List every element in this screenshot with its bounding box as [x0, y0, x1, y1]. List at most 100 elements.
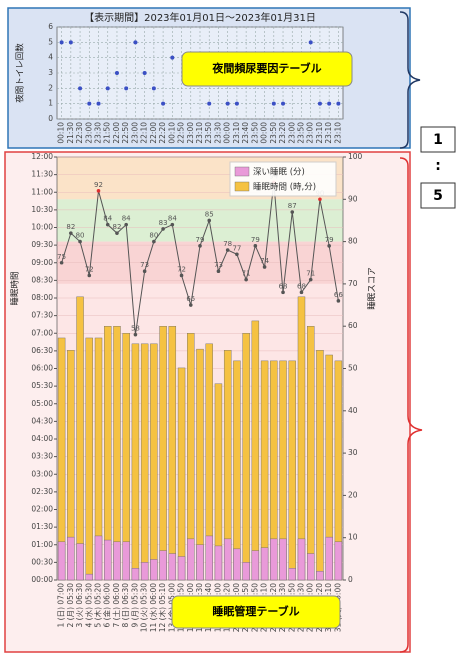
- bar: [177, 367, 186, 581]
- x-tick-label: 23:50: [204, 122, 213, 144]
- x-tick-label: 23:40: [241, 122, 250, 144]
- score-point: [327, 244, 331, 248]
- bar: [85, 573, 93, 581]
- score-point: [115, 231, 119, 235]
- bar: [307, 553, 315, 581]
- point: [271, 101, 276, 106]
- bar: [223, 538, 232, 581]
- score-label: 79: [251, 236, 260, 244]
- point: [336, 101, 341, 106]
- y-tick-label: 2: [48, 83, 53, 92]
- y-axis-label: 睡眠時間: [11, 271, 21, 305]
- y-tick-label: 08:00: [31, 293, 53, 302]
- x-tick-label: 23:30: [213, 122, 222, 144]
- score-label: 84: [168, 215, 177, 223]
- y-tick-label: 00:30: [31, 557, 53, 566]
- legend-label: 深い睡眠 (分): [253, 168, 305, 178]
- legend-swatch: [234, 181, 250, 192]
- score-point: [161, 227, 165, 231]
- x-tick-label: 00:00: [260, 122, 269, 144]
- score-label: 83: [159, 219, 168, 227]
- x-tick-label: 23:20: [278, 122, 287, 144]
- y-tick-label: 06:00: [31, 364, 53, 373]
- score-label: 80: [76, 232, 85, 240]
- x-tick-label: 23:50: [269, 122, 278, 144]
- x-tick-label: 23:00: [186, 122, 195, 144]
- y-tick-label: 01:00: [31, 540, 53, 549]
- side-label: 1: [433, 132, 443, 148]
- bar: [131, 343, 140, 581]
- bar: [270, 538, 278, 581]
- score-label: 72: [85, 265, 94, 273]
- bar: [76, 296, 84, 581]
- bar: [104, 539, 112, 581]
- score-label: 80: [149, 232, 158, 240]
- y-tick-label: 01:30: [31, 522, 53, 531]
- annotation-box: [181, 51, 353, 87]
- x-tick-label: 23:30: [94, 122, 103, 144]
- point: [207, 101, 212, 106]
- point: [78, 86, 83, 91]
- y2-tick-label: 80: [348, 237, 358, 246]
- y-tick-label: 04:30: [31, 416, 53, 425]
- score-label: 74: [260, 257, 269, 265]
- score-label: 82: [113, 223, 122, 231]
- score-point: [78, 239, 82, 244]
- y-tick-label: 09:00: [31, 258, 53, 267]
- score-point: [253, 244, 258, 248]
- score-label: 68: [279, 282, 288, 290]
- y2-tick-label: 20: [348, 490, 358, 499]
- score-point: [216, 269, 221, 274]
- x-tick-label: 21:30: [66, 122, 75, 144]
- score-point: [299, 290, 304, 295]
- y2-tick-label: 0: [348, 575, 353, 584]
- bottom-chart: 睡眠時間 睡眠スコア 00:00 00:30 01:00 01:30 02:00 02:30 0…: [11, 152, 378, 632]
- top-chart: 【表示期間】2023年01月01日～2023年01月31日夜間トイレ回数0123…: [15, 11, 353, 144]
- score-point: [308, 277, 313, 282]
- bar: [131, 568, 140, 581]
- annotation-box: [171, 595, 341, 629]
- y-tick-label: 03:30: [31, 452, 53, 461]
- score-point: [290, 210, 295, 214]
- score-label: 79: [196, 236, 205, 244]
- score-point: [225, 248, 230, 252]
- x-tick-label: 23:10: [195, 122, 204, 144]
- score-label: 85: [205, 210, 214, 218]
- score-label: 72: [177, 265, 186, 273]
- bar: [233, 548, 241, 581]
- x-tick-label: 12 (木) 05:10: [157, 583, 167, 633]
- y-tick-label: 1: [48, 99, 53, 108]
- y-tick-label: 10:00: [31, 223, 53, 232]
- point: [114, 71, 119, 75]
- score-point: [235, 252, 239, 257]
- y-tick-label: 11:00: [31, 187, 53, 196]
- point: [142, 71, 147, 75]
- bar: [307, 326, 315, 581]
- y-tick-label: 07:30: [31, 311, 53, 320]
- y-tick-label: 11:30: [31, 170, 53, 179]
- point: [170, 55, 175, 60]
- bar: [260, 360, 269, 581]
- x-tick-label: 22:50: [121, 122, 130, 144]
- score-label: 87: [288, 202, 297, 210]
- x-tick-label: 1 (日) 07:00: [57, 583, 66, 628]
- bar: [113, 541, 121, 581]
- x-tick-label: 11 (水) 06:00: [148, 583, 158, 633]
- x-tick-label: 22:30: [75, 122, 84, 144]
- x-tick-label: 22:50: [177, 122, 186, 144]
- point: [96, 101, 101, 106]
- point: [124, 86, 129, 91]
- score-point: [198, 244, 202, 248]
- x-tick-label: 00:10: [167, 122, 176, 144]
- score-point: [170, 222, 175, 227]
- bar: [334, 541, 343, 581]
- x-tick-label: 23:00: [306, 122, 315, 144]
- bar: [67, 536, 75, 581]
- y-tick-label: 12:00: [31, 152, 53, 161]
- annotation: 夜間頻尿要因テーブル: [211, 61, 321, 75]
- side-label: :: [435, 158, 441, 174]
- y2-tick-label: 30: [348, 448, 358, 457]
- legend-swatch: [234, 166, 250, 177]
- point: [133, 40, 138, 45]
